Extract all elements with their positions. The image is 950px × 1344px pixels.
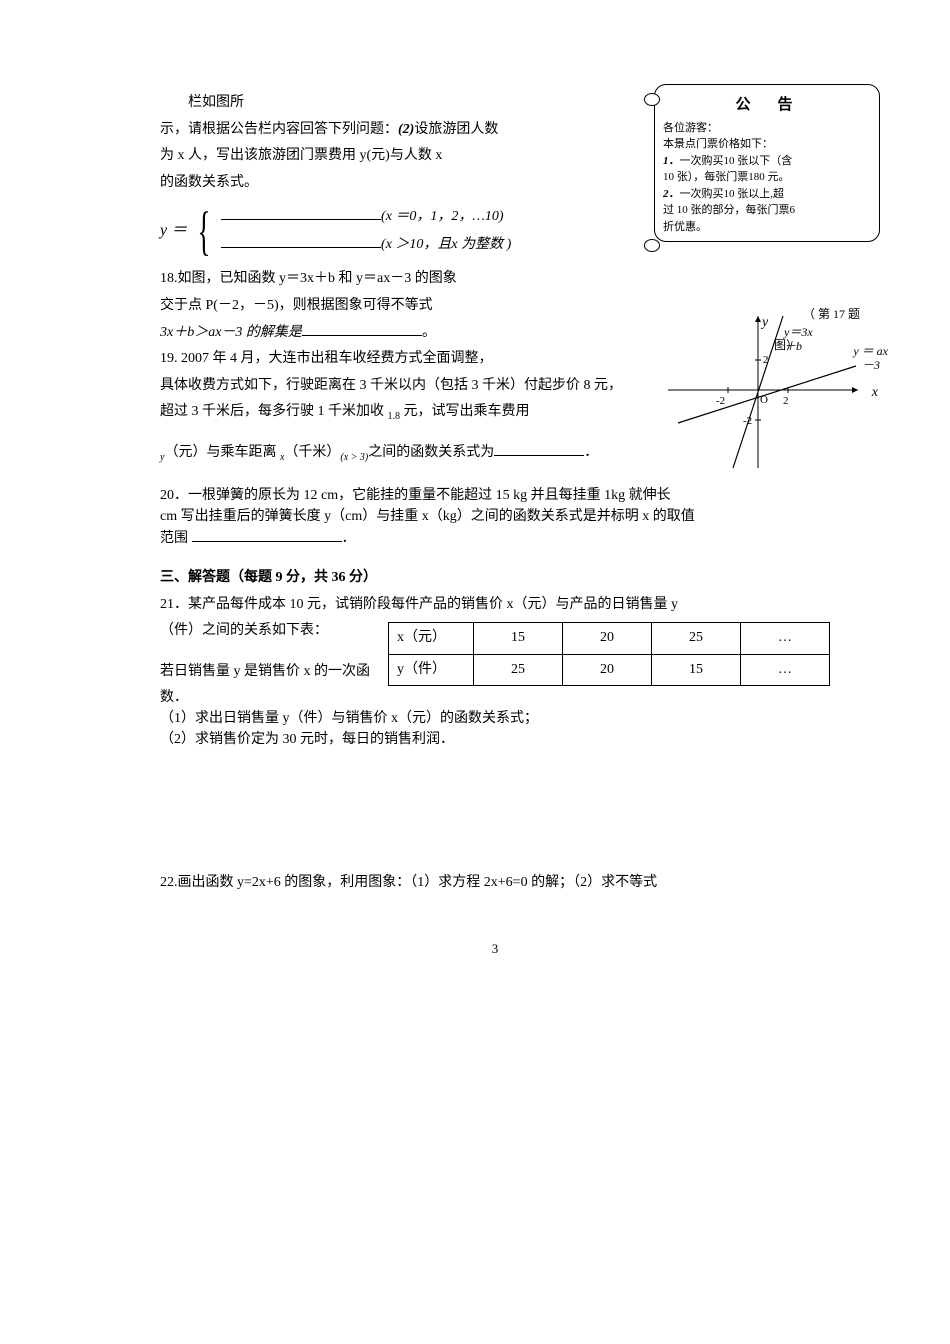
q21-line-3: 若日销售量 y 是销售价 x 的一次函数． (160, 659, 376, 712)
intro-text: 栏如图所 (160, 90, 540, 117)
table-cell: 15 (652, 654, 741, 686)
table-cell: 20 (563, 623, 652, 655)
graph-tick-2: 2 (783, 391, 789, 412)
blank-case-1 (221, 205, 381, 220)
graph-line2-b: －3 (862, 354, 880, 377)
table-cell: … (741, 623, 830, 655)
callout-tail-top (644, 93, 660, 106)
table-cell: 15 (474, 623, 563, 655)
graph-y-label: y (762, 310, 768, 337)
q21-sub-1: （1）求出日销售量 y（件）与销售价 x（元）的函数关系式； (160, 708, 830, 729)
brace-icon: { (198, 202, 211, 260)
table-cell: … (741, 654, 830, 686)
graph-figure: y x O 2 -2 2 -2 （ 第 17 题 图） y＝3x ＋b y ＝ … (648, 308, 878, 458)
q20-line-1: 20．一根弹簧的原长为 12 cm，它能挂的重量不能超过 15 kg 并且每挂重… (160, 485, 830, 506)
callout-line-4: 10 张），每张门票180 元。 (663, 169, 871, 186)
table-cell: 25 (652, 623, 741, 655)
graph-tick-n2: -2 (716, 391, 725, 412)
callout-line-7: 折优惠。 (663, 219, 871, 236)
graph-origin: O (760, 390, 768, 411)
q17-line-3: 的函数关系式。 (160, 170, 540, 197)
graph-ytick-2: 2 (763, 350, 769, 371)
formula-cases: (x ＝0，1，2，…10) (x ＞10，且x 为整数 ) (221, 203, 511, 259)
callout-line-6: 过 10 张的部分，每张门票6 (663, 202, 871, 219)
q17-line-2: 为 x 人，写出该旅游团门票费用 y(元)与人数 x (160, 143, 540, 170)
table-cell: y（件） (389, 654, 474, 686)
blank-q18 (302, 321, 422, 336)
q21-line-2: （件）之间的关系如下表： (160, 618, 376, 645)
blank-case-2 (221, 233, 381, 248)
table-cell: x（元） (389, 623, 474, 655)
graph-ytick-n2: -2 (743, 411, 752, 432)
q18-line-3: 3x＋b＞ax－3 的解集是。 (160, 320, 650, 347)
section-3-title: 三、解答题（每题 9 分，共 36 分） (160, 565, 830, 592)
callout-line-5: 2．一次购买10 张以上,超 (663, 186, 871, 203)
q20-line-2: cm 写出挂重后的弹簧长度 y（cm）与挂重 x（kg）之间的函数关系式是并标明… (160, 506, 830, 527)
q22-line: 22.画出函数 y=2x+6 的图象，利用图象：（1）求方程 2x+6=0 的解… (160, 870, 830, 897)
callout-line-1: 各位游客： (663, 120, 871, 137)
graph-x-label: x (872, 380, 878, 407)
callout-title: 公 告 (663, 91, 871, 120)
table-cell: 20 (563, 654, 652, 686)
formula-y: y ＝ (160, 216, 187, 246)
callout-line-3: 1．一次购买10 张以下（含 (663, 153, 871, 170)
announcement-callout: 公 告 各位游客： 本景点门票价格如下： 1．一次购买10 张以下（含 10 张… (654, 84, 880, 242)
blank-q20 (192, 527, 342, 542)
table-row: x（元） 15 20 25 … (389, 623, 830, 655)
q21-table: x（元） 15 20 25 … y（件） 25 20 15 … (388, 622, 830, 686)
blank-q19 (494, 441, 584, 456)
q21-sub-2: （2）求销售价定为 30 元时，每日的销售利润． (160, 729, 830, 750)
callout-tail-bottom (644, 239, 660, 252)
table-row: y（件） 25 20 15 … (389, 654, 830, 686)
graph-line1-b: ＋b (784, 335, 802, 358)
q18-line-1: 18.如图，已知函数 y＝3x＋b 和 y＝ax－3 的图象 (160, 266, 580, 293)
callout-line-2: 本景点门票价格如下： (663, 136, 871, 153)
q21-line-1: 21．某产品每件成本 10 元，试销阶段每件产品的销售价 x（元）与产品的日销售… (160, 592, 830, 619)
q20-line-3: 范围 ． (160, 527, 830, 549)
q18-line-2: 交于点 P(－2，－5)，则根据图象可得不等式 (160, 293, 580, 320)
table-cell: 25 (474, 654, 563, 686)
q17-line-1: 示，请根据公告栏内容回答下列问题：(2)设旅游团人数 (160, 117, 540, 144)
page-number: 3 (160, 937, 830, 962)
